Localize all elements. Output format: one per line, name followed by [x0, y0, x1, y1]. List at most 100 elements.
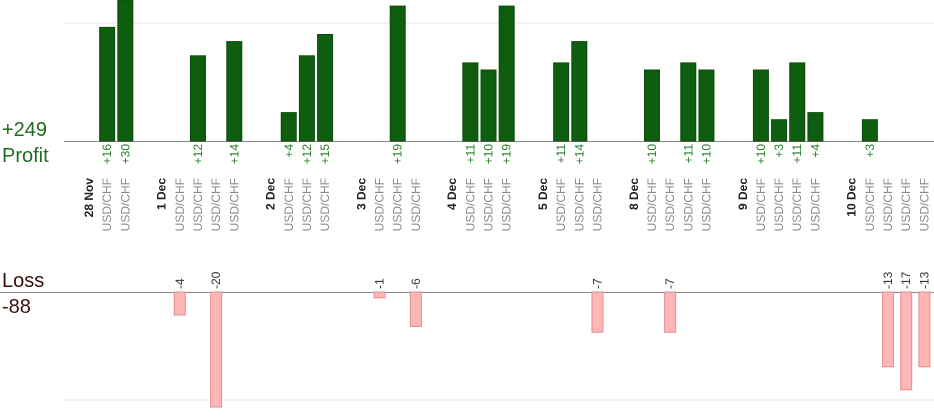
- profit-value-label: +10: [645, 144, 659, 165]
- profit-bar: [698, 69, 715, 142]
- loss-bar: [210, 291, 223, 408]
- profit-value-label: +10: [754, 144, 768, 165]
- profit-bar: [553, 62, 570, 142]
- profit-bar: [807, 112, 824, 142]
- pair-label: USD/CHF: [754, 178, 768, 231]
- profit-bar: [280, 112, 297, 142]
- pair-label: USD/CHF: [590, 178, 604, 231]
- profit-bar: [571, 41, 588, 142]
- pair-label: USD/CHF: [209, 178, 223, 231]
- pair-label: USD/CHF: [118, 178, 132, 231]
- profit-bar: [771, 119, 788, 142]
- pair-label: USD/CHF: [572, 178, 586, 231]
- date-label: 8 Dec: [627, 178, 641, 210]
- pair-label: USD/CHF: [227, 178, 241, 231]
- profit-value-label: +10: [699, 144, 713, 165]
- profit-value-label: +11: [554, 144, 568, 164]
- profit-value-label: +12: [300, 144, 314, 165]
- profit-bar: [680, 62, 697, 142]
- loss-value-label: -4: [173, 278, 187, 289]
- profit-bar: [389, 5, 406, 142]
- profit-value-label: +19: [391, 144, 405, 165]
- loss-bar: [173, 291, 186, 316]
- profit-bar: [498, 5, 515, 142]
- loss-bar: [591, 291, 604, 333]
- pair-label: USD/CHF: [282, 178, 296, 231]
- date-label: 1 Dec: [155, 178, 169, 210]
- date-label: 9 Dec: [736, 178, 750, 210]
- loss-value-label: -7: [590, 278, 604, 289]
- profit-value-label: +15: [318, 144, 332, 165]
- pair-label: USD/CHF: [772, 178, 786, 231]
- date-label: 3 Dec: [354, 178, 368, 210]
- pair-label: USD/CHF: [681, 178, 695, 231]
- pair-label: USD/CHF: [373, 178, 387, 231]
- loss-bar: [918, 291, 931, 368]
- pair-label: USD/CHF: [409, 178, 423, 231]
- pair-label: USD/CHF: [699, 178, 713, 231]
- date-label: 5 Dec: [536, 178, 550, 210]
- pair-label: USD/CHF: [790, 178, 804, 231]
- pair-label: USD/CHF: [881, 178, 895, 231]
- loss-value-label: -20: [209, 271, 223, 289]
- loss-value-label: -1: [373, 278, 387, 289]
- profit-value-label: +11: [463, 144, 477, 164]
- pair-label: USD/CHF: [500, 178, 514, 231]
- pair-label: USD/CHF: [463, 178, 477, 231]
- loss-value-label: -13: [917, 271, 931, 289]
- profit-bar: [752, 69, 769, 142]
- loss-bar: [882, 291, 895, 368]
- pair-label: USD/CHF: [191, 178, 205, 231]
- profit-value-label: +4: [282, 144, 296, 158]
- loss-label: Loss: [2, 270, 45, 292]
- chart-bars: [99, 0, 931, 408]
- profit-bar: [189, 55, 206, 142]
- date-label: 2 Dec: [264, 178, 278, 210]
- profit-label: Profit: [2, 145, 49, 167]
- profit-bar: [317, 34, 334, 142]
- pair-label: USD/CHF: [808, 178, 822, 231]
- profit-bar: [117, 0, 134, 142]
- loss-bar: [900, 291, 913, 391]
- date-label: 10 Dec: [845, 178, 859, 217]
- pair-label: USD/CHF: [300, 178, 314, 231]
- profit-value-label: +14: [572, 144, 586, 165]
- profit-value-label: +11: [681, 144, 695, 164]
- pair-label: USD/CHF: [100, 178, 114, 231]
- profit-value-label: +3: [863, 144, 877, 158]
- loss-value-label: -17: [899, 271, 913, 289]
- profit-bar: [226, 41, 243, 142]
- date-label: 4 Dec: [445, 178, 459, 210]
- loss-value-label: -7: [663, 278, 677, 289]
- loss-bar: [664, 291, 677, 333]
- loss-bar: [373, 291, 386, 299]
- profit-bar: [861, 119, 878, 142]
- profit-bar: [462, 62, 479, 142]
- loss-value-label: -6: [409, 278, 423, 289]
- loss-bar: [409, 291, 422, 327]
- profit-value-label: +19: [500, 144, 514, 165]
- profit-value-label: +10: [482, 144, 496, 165]
- date-label: 28 Nov: [82, 178, 96, 218]
- pair-label: USD/CHF: [899, 178, 913, 231]
- pair-label: USD/CHF: [482, 178, 496, 231]
- pair-label: USD/CHF: [645, 178, 659, 231]
- loss-total: -88: [2, 296, 31, 318]
- profit-value-label: +4: [808, 144, 822, 158]
- pair-label: USD/CHF: [318, 178, 332, 231]
- pair-label: USD/CHF: [663, 178, 677, 231]
- pair-label: USD/CHF: [863, 178, 877, 231]
- profit-bar: [789, 62, 806, 142]
- pair-label: USD/CHF: [917, 178, 931, 231]
- profit-bar: [480, 69, 497, 142]
- pair-label: USD/CHF: [391, 178, 405, 231]
- pair-label: USD/CHF: [554, 178, 568, 231]
- profit-value-label: +12: [191, 144, 205, 165]
- profit-value-label: +30: [118, 144, 132, 165]
- pair-label: USD/CHF: [173, 178, 187, 231]
- profit-bar: [298, 55, 315, 142]
- profit-value-label: +16: [100, 144, 114, 165]
- profit-value-label: +14: [227, 144, 241, 165]
- profit-value-label: +11: [790, 144, 804, 164]
